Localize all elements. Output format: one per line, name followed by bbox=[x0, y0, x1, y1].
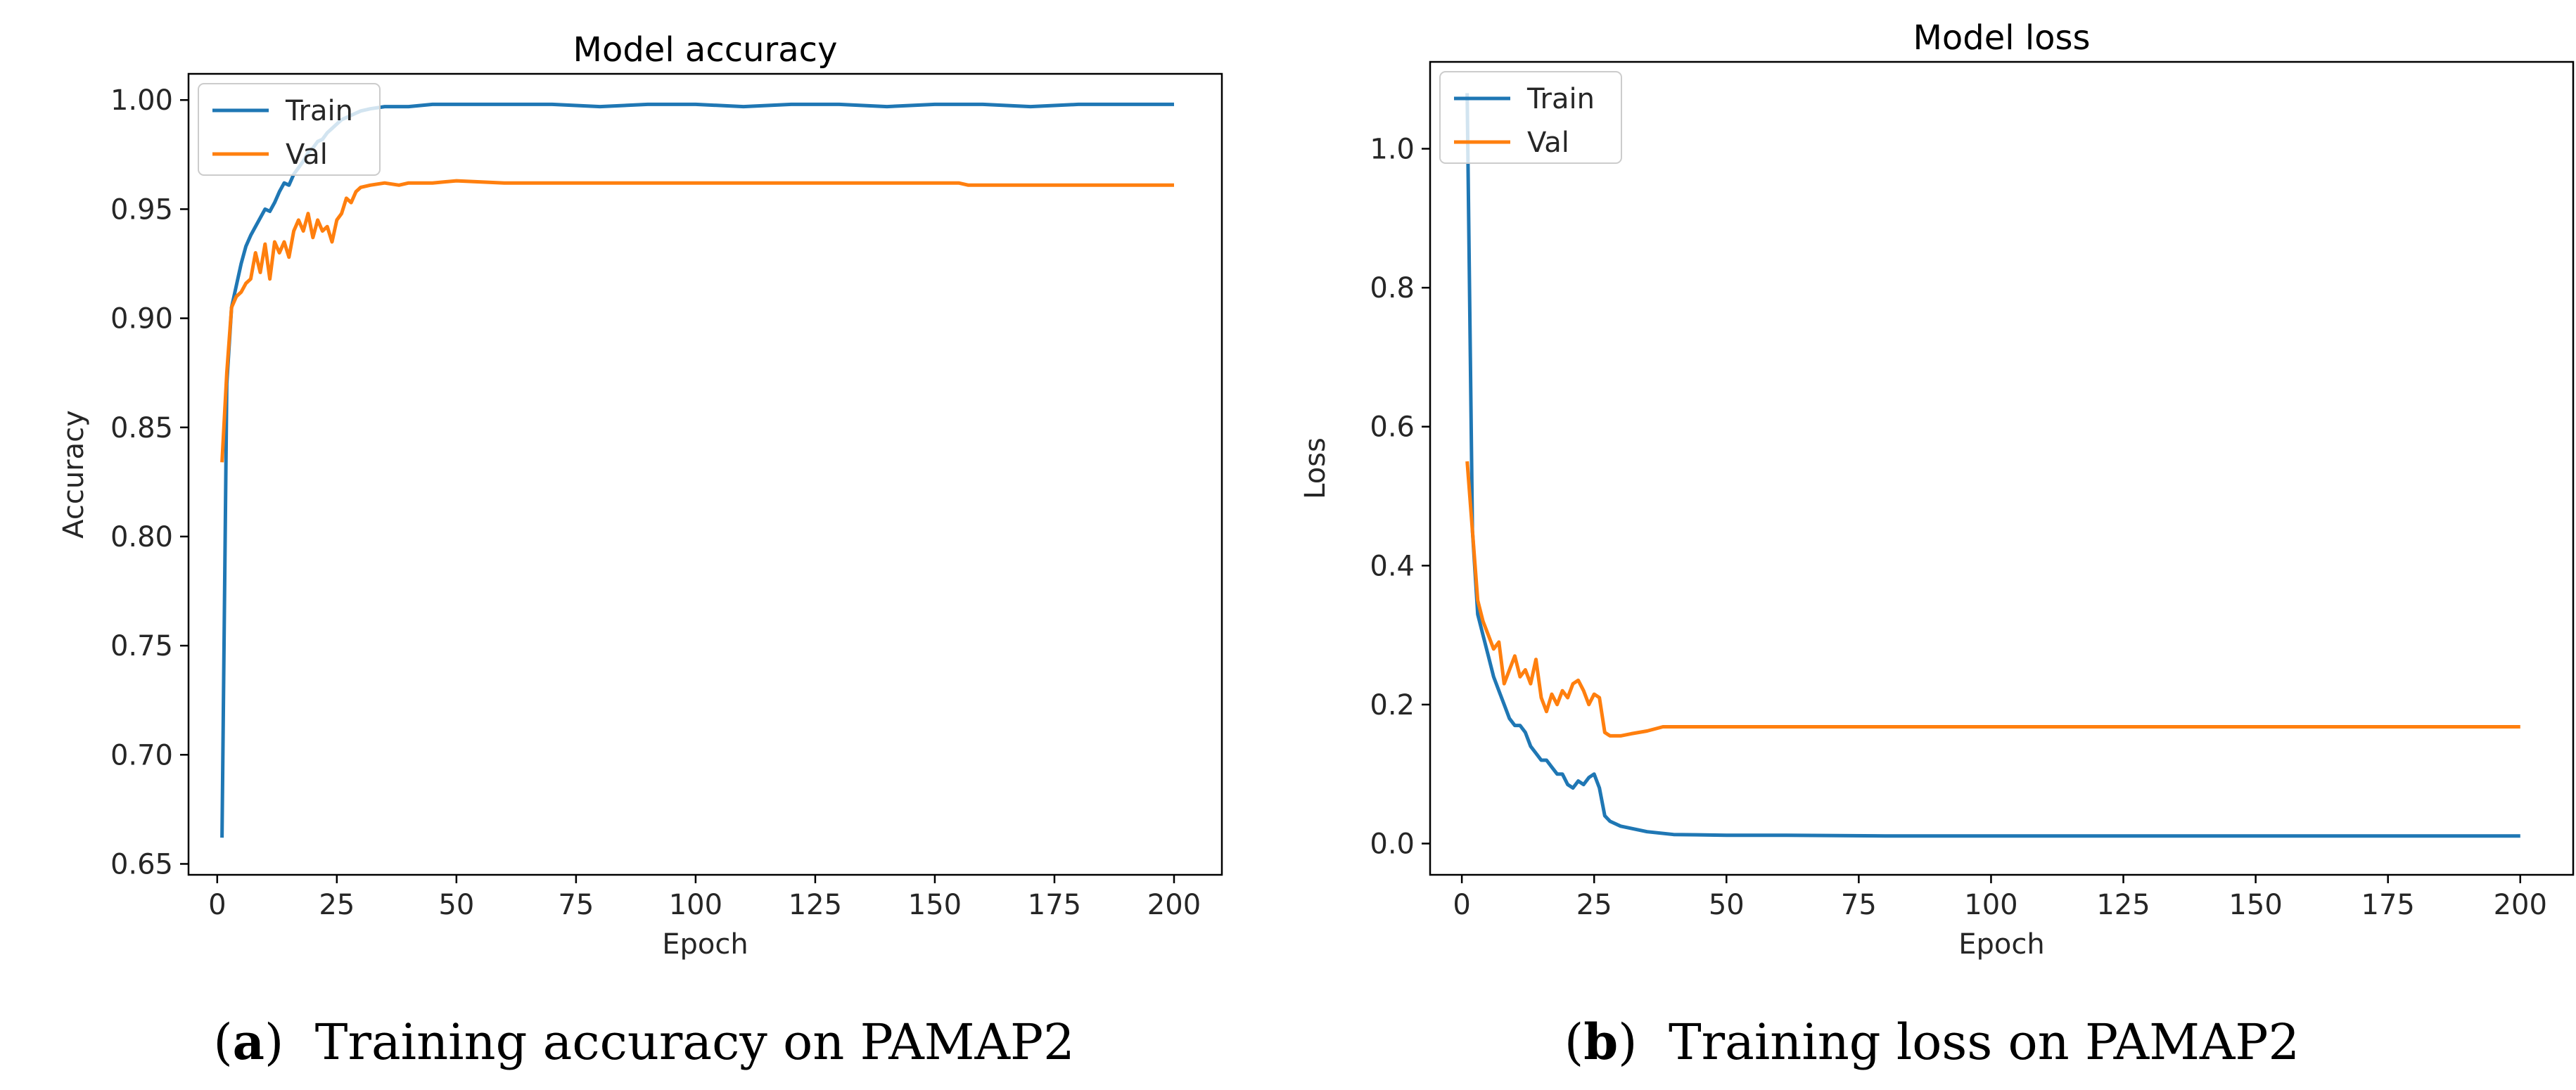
series-line-val bbox=[220, 179, 1174, 463]
caption-a-letter: a bbox=[232, 1013, 264, 1071]
y-tick-label: 0.0 bbox=[1370, 828, 1415, 861]
caption-a-text: Training accuracy on PAMAP2 bbox=[314, 1013, 1075, 1071]
x-tick-label: 100 bbox=[1964, 889, 2017, 921]
x-tick-label: 125 bbox=[2096, 889, 2150, 921]
plot-frame bbox=[187, 72, 1223, 876]
loss-chart: Model loss 0 25 50 75 100 125 150 175 200 0.0 0.2 0.… bbox=[1299, 18, 2575, 961]
y-tick-label: 0.80 bbox=[110, 521, 173, 553]
y-tick-label: 1.00 bbox=[110, 84, 173, 117]
x-tick-label: 150 bbox=[908, 889, 962, 921]
y-axis-label: Loss bbox=[1299, 437, 1332, 499]
x-tick-label: 175 bbox=[1028, 889, 1081, 921]
caption-b-letter: b bbox=[1583, 1013, 1619, 1071]
y-tick-label: 0.8 bbox=[1370, 272, 1415, 304]
x-tick-label: 175 bbox=[2361, 889, 2415, 921]
y-tick-label: 0.95 bbox=[110, 193, 173, 226]
chart-title: Model loss bbox=[1913, 18, 2090, 58]
x-tick-label: 200 bbox=[2494, 889, 2547, 921]
y-tick-label: 1.0 bbox=[1370, 134, 1415, 166]
accuracy-chart: Model accuracy 0 25 50 75 100 125 150 175 200 0.65… bbox=[58, 30, 1223, 961]
y-tick-label: 0.85 bbox=[110, 412, 173, 444]
x-axis-label: Epoch bbox=[662, 928, 748, 961]
series-line-train bbox=[1465, 93, 2520, 838]
plot-frame bbox=[1429, 60, 2575, 876]
y-axis-label: Accuracy bbox=[58, 410, 90, 539]
y-tick-label: 0.70 bbox=[110, 739, 173, 771]
x-tick-label: 75 bbox=[558, 889, 594, 921]
x-axis-label: Epoch bbox=[1958, 928, 2044, 961]
x-tick-label: 150 bbox=[2229, 889, 2282, 921]
y-tick-label: 0.6 bbox=[1370, 411, 1415, 444]
accuracy-panel: Model accuracy 0 25 50 75 100 125 150 175 200 0.65… bbox=[58, 30, 1223, 1071]
series-line-val bbox=[1465, 461, 2520, 738]
loss-panel: Model loss 0 25 50 75 100 125 150 175 200 0.0 0.2 0.… bbox=[1288, 0, 2576, 1090]
chart-title: Model accuracy bbox=[573, 30, 838, 70]
legend-label-val: Val bbox=[1527, 127, 1569, 159]
x-tick-label: 0 bbox=[208, 889, 226, 921]
caption-b: (b) Training loss on PAMAP2 bbox=[1564, 1013, 2300, 1071]
x-tick-label: 25 bbox=[1576, 889, 1612, 921]
x-tick-label: 25 bbox=[319, 889, 355, 921]
legend-label-val: Val bbox=[286, 139, 328, 171]
legend-label-train: Train bbox=[1526, 83, 1595, 115]
x-tick-label: 0 bbox=[1453, 889, 1470, 921]
legend-label-train: Train bbox=[285, 95, 353, 127]
legend: Train Val bbox=[198, 83, 381, 176]
x-tick-label: 125 bbox=[789, 889, 842, 921]
x-tick-label: 100 bbox=[669, 889, 722, 921]
y-tick-label: 0.75 bbox=[110, 630, 173, 662]
caption-a: (a) Training accuracy on PAMAP2 bbox=[213, 1013, 1075, 1071]
x-tick-label: 50 bbox=[438, 889, 474, 921]
y-tick-label: 0.4 bbox=[1370, 550, 1415, 582]
x-tick-label: 200 bbox=[1147, 889, 1201, 921]
y-tick-label: 0.2 bbox=[1370, 689, 1415, 722]
series-line-train bbox=[220, 102, 1174, 838]
caption-b-text: Training loss on PAMAP2 bbox=[1668, 1013, 2300, 1071]
x-tick-label: 50 bbox=[1709, 889, 1745, 921]
x-tick-label: 75 bbox=[1841, 889, 1877, 921]
y-tick-label: 0.90 bbox=[110, 303, 173, 335]
legend: Train Val bbox=[1439, 71, 1622, 164]
y-tick-label: 0.65 bbox=[110, 848, 173, 880]
